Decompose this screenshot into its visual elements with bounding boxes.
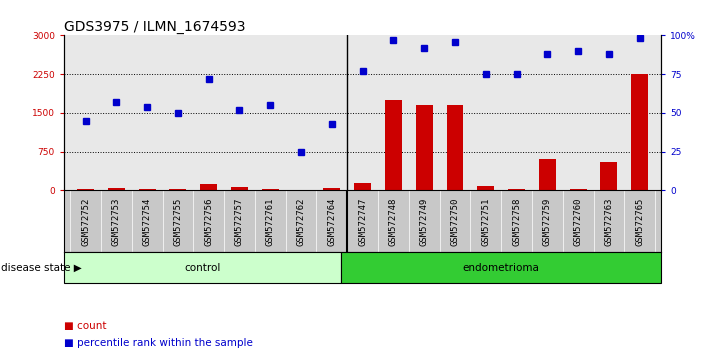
Text: GSM572748: GSM572748: [389, 198, 398, 246]
Bar: [64, 252, 341, 283]
Text: GSM572763: GSM572763: [604, 198, 614, 246]
Bar: [77, 189, 94, 190]
Bar: [354, 183, 371, 190]
Bar: [477, 185, 494, 190]
Bar: [324, 188, 341, 190]
Bar: [201, 184, 217, 190]
Text: endometrioma: endometrioma: [463, 263, 540, 273]
Text: GSM572758: GSM572758: [512, 198, 521, 246]
Bar: [385, 100, 402, 190]
Bar: [416, 105, 433, 190]
Bar: [108, 188, 125, 190]
Text: GDS3975 / ILMN_1674593: GDS3975 / ILMN_1674593: [64, 21, 245, 34]
Text: GSM572759: GSM572759: [542, 198, 552, 246]
Bar: [447, 105, 464, 190]
Text: GSM572754: GSM572754: [143, 198, 151, 246]
Text: GSM572765: GSM572765: [635, 198, 644, 246]
Text: GSM572750: GSM572750: [451, 198, 459, 246]
Bar: [169, 189, 186, 190]
Bar: [231, 187, 248, 190]
Bar: [262, 189, 279, 190]
Text: ■ count: ■ count: [64, 321, 107, 331]
Bar: [341, 252, 661, 283]
Text: disease state ▶: disease state ▶: [1, 263, 82, 273]
Text: ■ percentile rank within the sample: ■ percentile rank within the sample: [64, 338, 253, 348]
Text: GSM572752: GSM572752: [81, 198, 90, 246]
Text: GSM572751: GSM572751: [481, 198, 491, 246]
Text: GSM572749: GSM572749: [419, 198, 429, 246]
Text: GSM572753: GSM572753: [112, 198, 121, 246]
Text: control: control: [184, 263, 220, 273]
Bar: [600, 162, 617, 190]
Text: GSM572755: GSM572755: [173, 198, 183, 246]
Text: GSM572764: GSM572764: [327, 198, 336, 246]
Text: GSM572747: GSM572747: [358, 198, 367, 246]
Text: GSM572757: GSM572757: [235, 198, 244, 246]
Bar: [570, 189, 587, 190]
Text: GSM572761: GSM572761: [266, 198, 274, 246]
Bar: [539, 159, 556, 190]
Text: GSM572760: GSM572760: [574, 198, 582, 246]
Bar: [631, 74, 648, 190]
Bar: [508, 189, 525, 190]
Text: GSM572762: GSM572762: [296, 198, 306, 246]
Bar: [139, 189, 156, 190]
Text: GSM572756: GSM572756: [204, 198, 213, 246]
